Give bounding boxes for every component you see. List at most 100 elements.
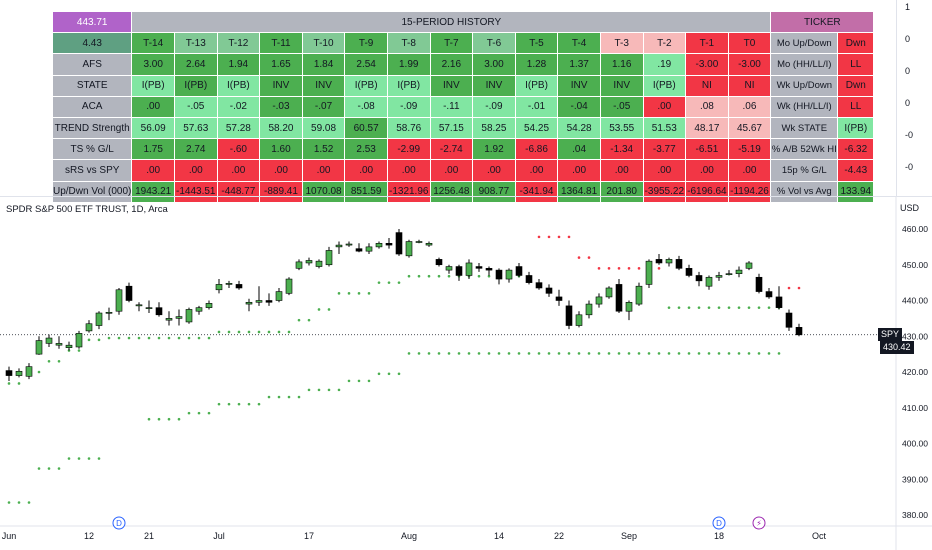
candle-body [375,242,383,248]
indicator-dot [737,352,741,355]
indicator-dot [17,501,21,504]
table-cell: -.07 [301,95,346,118]
candle-body [635,285,643,305]
row-label: TREND Strength [51,116,133,140]
candle-body [365,246,373,252]
ticker-label: Mo Up/Down [770,32,839,55]
table-cell: 2.53 [344,138,388,161]
candle-body [325,250,333,266]
price-chart[interactable]: 460.00 450.00 440.00 430.00 420.00 410.00 400.… [0,197,932,550]
candle-body [85,323,93,332]
table-cell: NI [685,74,729,97]
table-cell: -.05 [173,95,218,118]
candle-body [555,296,563,301]
indicator-dot [237,330,241,334]
table-cell: 3.00 [131,53,175,76]
price-scale-tick: 460.00 [902,224,928,234]
candle-body [545,287,553,294]
candle-body [225,283,233,285]
period-header: T-9 [344,32,388,55]
symbol-tag: SPY [878,328,903,342]
candle-body [665,259,673,264]
indicator-dot [547,235,551,239]
ticker-label: Wk (HH/LL/I) [770,95,839,118]
table-cell: .19 [642,53,687,76]
period-header: T-6 [472,32,516,55]
indicator-dot [417,352,421,355]
candle-body [395,232,403,255]
candle-body [185,309,193,323]
time-axis-tick: Aug [401,531,417,541]
candle-body [765,291,773,298]
indicator-dot [677,352,681,355]
indicator-price-scale[interactable]: 1 0 0 0 -0 -0 [896,0,932,196]
time-axis-tick: Sep [621,531,637,541]
chart-legend-title[interactable]: SPDR S&P 500 ETF TRUST, 1D, Arca [6,204,168,215]
table-cell: -.09 [386,95,431,118]
table-cell: 2.16 [429,53,474,76]
table-row: TS % G/L 1.75 2.74 -.60 1.60 1.52 2.53 -2.99 -2.… [51,138,875,161]
table-cell: .00 [642,159,687,182]
candle-body [775,296,783,308]
indicator-dot [257,402,261,406]
indicator-dot [727,306,731,309]
candle-body [425,242,433,246]
candle-body [585,303,593,316]
table-cell: .00 [216,159,261,182]
indicator-dot [57,467,61,470]
indicator-dot [47,467,51,470]
period-header: T-3 [599,32,644,55]
indicator-dot [77,349,81,352]
indicator-dot [247,330,251,334]
period-header: T-8 [386,32,431,55]
indicator-dot [167,336,171,340]
currency-button[interactable]: USD [900,203,920,213]
dividend-marker[interactable] [712,516,726,530]
indicator-dot [557,235,561,239]
indicator-dot [727,352,731,355]
earnings-marker[interactable] [752,516,766,530]
table-cell: 53.55 [599,116,644,140]
table-cell: 1.16 [599,53,644,76]
table-cell: 57.63 [173,116,218,140]
candle-body [455,266,463,276]
period-header: T-4 [557,32,601,55]
table-cell: 3.00 [472,53,516,76]
indicator-dot [757,352,761,355]
candle-body [485,268,493,271]
candle-body [565,305,573,326]
candle-body [265,300,273,303]
candle-body [725,273,733,275]
table-cell: 51.53 [642,116,687,140]
table-row: ACA .00 -.05 -.02 -.03 -.07 -.08 -.09 -.11 -.09 -.… [51,95,875,118]
indicator-dot [67,457,71,460]
candle-body [445,266,453,271]
indicator-dot [227,402,231,406]
indicator-dot [27,501,31,504]
table-cell: I(PB) [514,74,559,97]
candle-body [305,260,313,264]
indicator-dot [447,352,451,355]
candle-body [135,304,143,307]
table-cell: .00 [685,159,729,182]
pane-separator[interactable] [0,196,932,197]
period-header: T-5 [514,32,559,55]
period-header: T-10 [301,32,346,55]
indicator-dot [167,417,171,421]
indicator-dot [697,306,701,309]
indicator-dot [267,330,271,334]
table-cell: 1.28 [514,53,559,76]
candle-body [205,303,213,308]
table-cell: I(PB) [344,74,388,97]
indicator-dot [17,382,21,385]
dividend-marker[interactable] [112,516,126,530]
indicator-dot [707,306,711,309]
indicator-dot [637,267,641,270]
candle-body [245,301,253,305]
time-axis-tick: 22 [554,531,564,541]
indicator-dot [797,286,801,290]
indicator-dot [657,352,661,355]
indicator-dot [627,267,631,270]
table-cell: -2.74 [429,138,474,161]
indicator-dot [197,336,201,340]
